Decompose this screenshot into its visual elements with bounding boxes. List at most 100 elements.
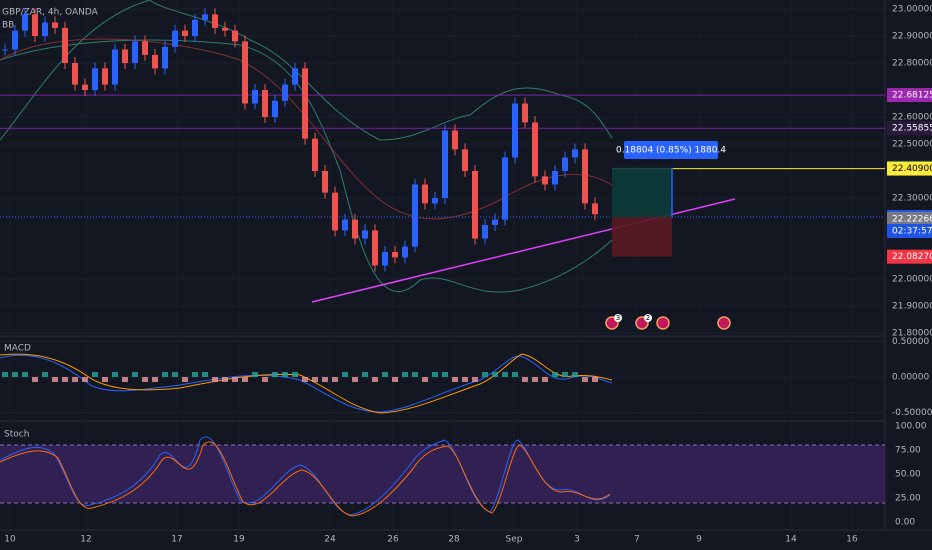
macd-bar (372, 377, 378, 382)
macd-bar (452, 377, 458, 382)
macd-bar (402, 372, 408, 377)
candle (342, 219, 348, 231)
macd-bar (242, 377, 248, 382)
candle (52, 22, 58, 28)
candle (12, 30, 18, 50)
candle (242, 41, 248, 104)
candle (202, 14, 208, 20)
candle (412, 184, 418, 247)
stoch-band (0, 445, 885, 503)
candle (472, 171, 478, 239)
macd-bar (22, 372, 28, 377)
stoch-k (0, 436, 611, 516)
candle (432, 198, 438, 204)
candle (282, 84, 288, 101)
price-tag-label: 22.55855 (892, 124, 932, 134)
price-tag-label: 22.40900 (892, 164, 932, 174)
macd-bar (62, 377, 68, 382)
macd-line (0, 354, 613, 413)
macd-bar (572, 372, 578, 377)
macd-bar (432, 372, 438, 377)
candle (452, 130, 458, 150)
candle (182, 30, 188, 36)
stoch-tick-label: 75.00 (895, 446, 921, 456)
macd-bar (32, 377, 38, 382)
countdown-label: 02:37:57 (892, 226, 932, 236)
macd-bar (522, 377, 528, 382)
position-stop (612, 216, 672, 257)
macd-bar (272, 372, 278, 377)
time-label: 17 (171, 535, 182, 545)
candle (252, 90, 258, 104)
candle (142, 41, 148, 55)
symbol-label: GBP/ZAR, 4h, OANDA (2, 8, 99, 18)
time-label: 3 (574, 535, 580, 545)
macd-bar (102, 377, 108, 382)
stoch-d (0, 441, 611, 517)
macd-bar (192, 372, 198, 377)
time-label: 12 (80, 535, 91, 545)
macd-bar (462, 377, 468, 382)
candle (262, 90, 268, 117)
macd-bar (422, 377, 428, 382)
countdown-tag (887, 223, 932, 238)
macd-bar (542, 377, 548, 382)
macd-bar (592, 377, 598, 382)
candle (162, 46, 168, 69)
price-tick-label: 22.00000 (892, 275, 932, 285)
stoch-tick-label: 0.00 (895, 518, 915, 528)
position-target (612, 167, 672, 217)
time-label: 24 (324, 535, 336, 545)
macd-bar (312, 377, 318, 382)
candle (42, 22, 48, 36)
position-label: 0.18804 (0.85%) 1880.4 (616, 146, 726, 156)
price-tick-label: 22.80000 (892, 59, 932, 69)
candle (2, 49, 8, 51)
macd-bar (162, 372, 168, 377)
macd-bar (562, 372, 568, 377)
macd-bar (42, 372, 48, 377)
price-tag (887, 88, 932, 103)
price-tick-label: 23.00000 (892, 5, 932, 15)
candle (62, 27, 68, 63)
event-icon (656, 316, 670, 330)
macd-bar (142, 377, 148, 382)
event-count: 3 (616, 314, 620, 322)
event-icon (717, 316, 731, 330)
time-label: Sep (506, 535, 523, 545)
macd-bar (112, 372, 118, 377)
price-tag-label: 22.68125 (892, 91, 932, 101)
candle (292, 68, 298, 85)
candle (422, 184, 428, 204)
stoch-tick-label: 50.00 (895, 470, 921, 480)
candle (222, 27, 228, 31)
price-tag (887, 121, 932, 136)
indicator-label: BB (2, 21, 14, 31)
signal-line (0, 353, 613, 414)
candle (322, 171, 328, 193)
candle (552, 171, 558, 185)
candle (102, 68, 108, 85)
macd-bar (282, 372, 288, 377)
position-label-box (624, 141, 718, 159)
stoch-tick-label: 25.00 (895, 494, 921, 504)
candle (502, 157, 508, 220)
macd-bar (262, 377, 268, 382)
macd-bar (212, 377, 218, 382)
macd-bar (472, 377, 478, 382)
price-tick-label: 22.90000 (892, 32, 932, 42)
candle (32, 14, 38, 36)
macd-title: MACD (4, 344, 31, 354)
macd-bar (232, 377, 238, 382)
candle (232, 30, 238, 42)
candle (362, 230, 368, 239)
candle (172, 30, 178, 47)
price-tick-label: 22.30000 (892, 194, 932, 204)
event-badge (614, 314, 622, 322)
stoch-tick-label: 100.00 (895, 422, 927, 432)
candle (492, 219, 498, 225)
price-tag-label: 22.22266 (892, 214, 932, 224)
macd-bar (82, 377, 88, 382)
price-tag (887, 249, 932, 264)
